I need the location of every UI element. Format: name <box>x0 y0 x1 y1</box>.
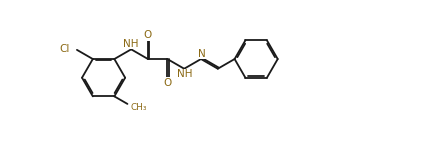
Text: O: O <box>163 78 172 88</box>
Text: O: O <box>144 30 152 40</box>
Text: N: N <box>198 49 206 59</box>
Text: NH: NH <box>177 69 193 79</box>
Text: CH₃: CH₃ <box>130 103 147 112</box>
Text: NH: NH <box>123 39 138 49</box>
Text: Cl: Cl <box>60 44 70 54</box>
